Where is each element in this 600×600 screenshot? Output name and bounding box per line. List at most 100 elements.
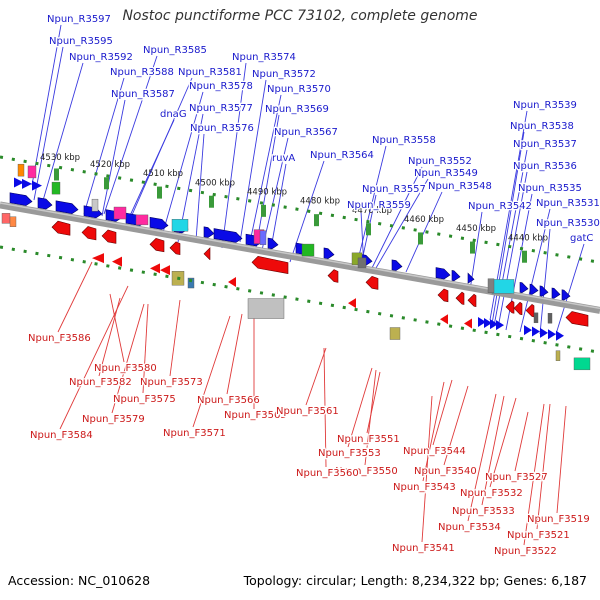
accession-text: Accession: NC_010628 <box>8 573 151 588</box>
forward-label-leader <box>422 381 445 482</box>
forward-label-leader <box>109 293 125 363</box>
reverse-strand-arrow <box>539 285 549 297</box>
forward-feature-label: Npun_F3579 <box>82 414 145 425</box>
reverse-feature-label: gatC <box>570 233 593 244</box>
forward-strand-arrow <box>348 298 356 309</box>
reverse-label-leader <box>83 77 125 215</box>
reverse-strand-arrow <box>149 216 169 230</box>
scale-tick-mark <box>54 168 59 181</box>
reverse-feature-label: Npun_R3557 <box>362 184 426 195</box>
forward-feature-label: Npun_F3586 <box>28 333 91 344</box>
feature-labels: 4530 kbp 4520 kbp 4510 kbp 4500 kbp 4490 kbp… <box>27 13 600 559</box>
forward-label-leader <box>57 261 93 333</box>
reverse-feature-label: Npun_R3536 <box>513 161 577 172</box>
reverse-feature-label: Npun_R3548 <box>428 181 492 192</box>
forward-label-leader <box>489 397 517 488</box>
forward-strand-arrow <box>464 318 472 329</box>
forward-label-leader <box>481 395 505 506</box>
reverse-label-leader <box>161 91 204 237</box>
reverse-label-leader <box>269 163 287 255</box>
forward-feature-label: Npun_F3533 <box>452 506 515 517</box>
forward-label-leader <box>536 403 551 530</box>
misc-feature-box <box>187 277 195 289</box>
forward-strand-arrow <box>149 238 165 253</box>
misc-feature-box <box>389 327 401 340</box>
forward-label-leader <box>556 405 567 514</box>
forward-strand-arrow <box>251 255 289 274</box>
scale-tick-label: 4460 kbp <box>404 215 444 225</box>
forward-strand-arrow <box>513 301 523 316</box>
forward-strand-arrow <box>455 291 465 305</box>
forward-strand-arrow <box>101 229 117 244</box>
forward-feature-label: Npun_F3540 <box>414 466 477 477</box>
reverse-label-leader <box>355 145 387 269</box>
scale-tick-mark <box>366 223 371 236</box>
reverse-strand-arrow <box>323 247 335 259</box>
forward-feature-label: Npun_F3565 <box>224 410 287 421</box>
reverse-strand-arrow <box>55 200 79 214</box>
reverse-strand-arrow <box>551 287 561 299</box>
reverse-feature-label: Npun_R3588 <box>110 67 174 78</box>
scale-tick-label: 4470 kbp <box>352 206 392 216</box>
reverse-strand-arrow <box>540 327 548 338</box>
reverse-label-leader <box>493 149 528 327</box>
reverse-feature-label: Npun_R3535 <box>518 183 582 194</box>
reverse-feature-label: Npun_R3542 <box>468 201 532 212</box>
misc-feature-box <box>247 298 285 319</box>
forward-label-leader <box>347 367 373 448</box>
misc-feature-box <box>9 216 17 227</box>
scale-ticks <box>0 155 600 354</box>
forward-feature-label: Npun_F3566 <box>197 395 260 406</box>
reverse-feature-label: Npun_R3569 <box>265 104 329 115</box>
forward-strand-arrow <box>203 247 211 261</box>
reverse-label-leader <box>33 46 64 201</box>
forward-feature-label: Npun_F3550 <box>335 466 398 477</box>
reverse-label-leader <box>405 191 443 273</box>
misc-feature-box <box>135 214 149 226</box>
reverse-feature-label: Npun_R3537 <box>513 139 577 150</box>
misc-feature-box <box>91 198 99 212</box>
reverse-label-leader <box>375 178 429 269</box>
reverse-strand-arrow <box>524 325 532 336</box>
forward-strand-arrow <box>467 293 477 308</box>
forward-label-leader <box>514 411 529 472</box>
reverse-feature-label: Npun_R3572 <box>252 69 316 80</box>
forward-label-leader <box>432 379 453 446</box>
reverse-strand-arrow <box>532 326 540 337</box>
forward-label-leader <box>421 395 433 543</box>
forward-strand-arrow <box>440 314 448 325</box>
forward-feature-label: Npun_F3573 <box>140 377 203 388</box>
forward-label-leader <box>305 347 327 406</box>
forward-feature-label: Npun_F3532 <box>460 488 523 499</box>
reverse-strand-arrow <box>561 289 571 301</box>
reverse-label-leader <box>539 228 551 335</box>
forward-label-leader <box>523 403 545 546</box>
misc-feature-box <box>573 357 591 371</box>
reverse-label-leader <box>239 79 267 243</box>
label-leader-lines <box>31 24 585 546</box>
reverse-feature-label: Npun_R3577 <box>189 103 253 114</box>
reverse-strand-arrow <box>435 267 451 280</box>
scale-tick-label: 4520 kbp <box>90 160 130 170</box>
reverse-feature-label: Npun_R3574 <box>232 52 296 63</box>
scale-tick-mark <box>261 204 266 217</box>
scale-tick-label: 4510 kbp <box>143 169 183 179</box>
reverse-strand-arrow <box>391 259 403 271</box>
misc-feature-box <box>555 350 561 361</box>
reverse-label-leader <box>41 62 84 205</box>
scale-tick-mark <box>470 241 475 254</box>
reverse-strand-arrow <box>213 228 243 243</box>
forward-feature-label: Npun_F3561 <box>276 406 339 417</box>
reverse-feature-label: Npun_R3559 <box>347 200 411 211</box>
forward-strand-arrow <box>92 253 104 264</box>
forward-label-leader <box>192 315 231 428</box>
forward-strand-arrow <box>112 256 122 267</box>
reverse-feature-label: Npun_R3538 <box>510 121 574 132</box>
misc-feature-box <box>113 206 127 220</box>
misc-feature-box <box>533 312 539 324</box>
reverse-label-leader <box>31 24 62 186</box>
forward-feature-label: Npun_F3582 <box>69 377 132 388</box>
scale-tick-mark <box>104 177 109 190</box>
reverse-strand-arrow <box>32 180 42 191</box>
reverse-feature-label: Npun_R3552 <box>408 156 472 167</box>
